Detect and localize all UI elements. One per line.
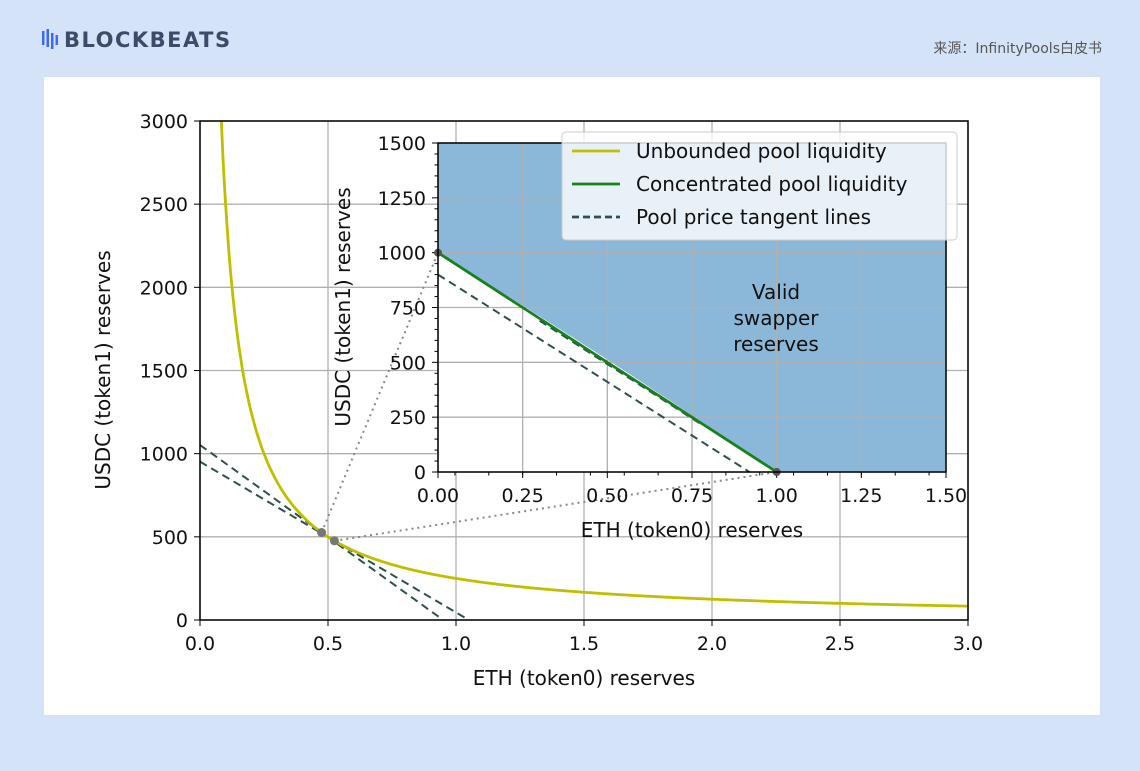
y-axis-label: USDC (token1) reserves bbox=[91, 250, 115, 489]
inset-y-tick-label: 1000 bbox=[378, 243, 426, 265]
inset-x-tick-label: 0.00 bbox=[417, 485, 459, 507]
region-label-line: swapper bbox=[734, 306, 820, 330]
inset-x-tick-label: 1.25 bbox=[840, 485, 882, 507]
main-axes-frame bbox=[199, 120, 969, 621]
x-axis-label: ETH (token0) reserves bbox=[473, 666, 695, 690]
inset-x-tick-label: 0.50 bbox=[586, 485, 628, 507]
concentrated-line bbox=[437, 251, 778, 474]
y-tick-label: 0 bbox=[176, 610, 188, 632]
inset-x-tick-label: 1.50 bbox=[925, 485, 967, 507]
inset-y-tick-label: 250 bbox=[390, 407, 426, 429]
x-tick-label: 3.0 bbox=[953, 633, 983, 655]
legend: Unbounded pool liquidity Concentrated poo… bbox=[561, 131, 958, 241]
inset-y-tick-label: 500 bbox=[390, 352, 426, 374]
inset-x-tick-label: 0.25 bbox=[502, 485, 544, 507]
legend-box bbox=[561, 131, 958, 241]
zoom-connector bbox=[334, 471, 777, 542]
y-tick-label: 2000 bbox=[140, 277, 188, 299]
region-label-line: reserves bbox=[733, 332, 819, 356]
x-tick-label: 0.0 bbox=[185, 633, 215, 655]
inset-y-tick-label: 1500 bbox=[378, 133, 426, 155]
y-tick-label: 2500 bbox=[140, 194, 188, 216]
inset-x-tick-label: 0.75 bbox=[671, 485, 713, 507]
region-label-line: Valid bbox=[752, 280, 800, 304]
inset-y-tick-label: 0 bbox=[414, 462, 426, 484]
inset-y-tick-label: 750 bbox=[390, 298, 426, 320]
y-tick-label: 500 bbox=[152, 527, 188, 549]
y-tick-label: 3000 bbox=[140, 111, 188, 133]
price-point bbox=[329, 536, 339, 546]
source-caption: 来源：InfinityPools白皮书 bbox=[933, 41, 1102, 57]
y-tick-label: 1000 bbox=[140, 444, 188, 466]
brand-logo: BLOCKBEATS bbox=[42, 28, 232, 52]
inset-tangent-line bbox=[437, 273, 751, 473]
x-tick-label: 2.0 bbox=[697, 633, 727, 655]
brand-name: BLOCKBEATS bbox=[64, 28, 232, 52]
inset-x-axis-label: ETH (token0) reserves bbox=[581, 518, 803, 542]
inset-y-tick-label: 1250 bbox=[378, 188, 426, 210]
inset-x-tick-label: 1.00 bbox=[756, 485, 798, 507]
zoom-connector bbox=[320, 252, 439, 533]
inset-y-axis-label: USDC (token1) reserves bbox=[331, 187, 355, 426]
x-tick-label: 1.0 bbox=[441, 633, 471, 655]
logo-bars-icon bbox=[42, 29, 58, 49]
unbounded-curve bbox=[219, 121, 968, 608]
legend-entry: Concentrated pool liquidity bbox=[636, 172, 908, 196]
legend-entry: Pool price tangent lines bbox=[636, 205, 871, 229]
y-tick-label: 1500 bbox=[140, 361, 188, 383]
price-point bbox=[317, 528, 327, 538]
x-tick-label: 2.5 bbox=[825, 633, 855, 655]
legend-entry: Unbounded pool liquidity bbox=[636, 139, 887, 163]
x-tick-label: 0.5 bbox=[313, 633, 343, 655]
x-tick-label: 1.5 bbox=[569, 633, 599, 655]
